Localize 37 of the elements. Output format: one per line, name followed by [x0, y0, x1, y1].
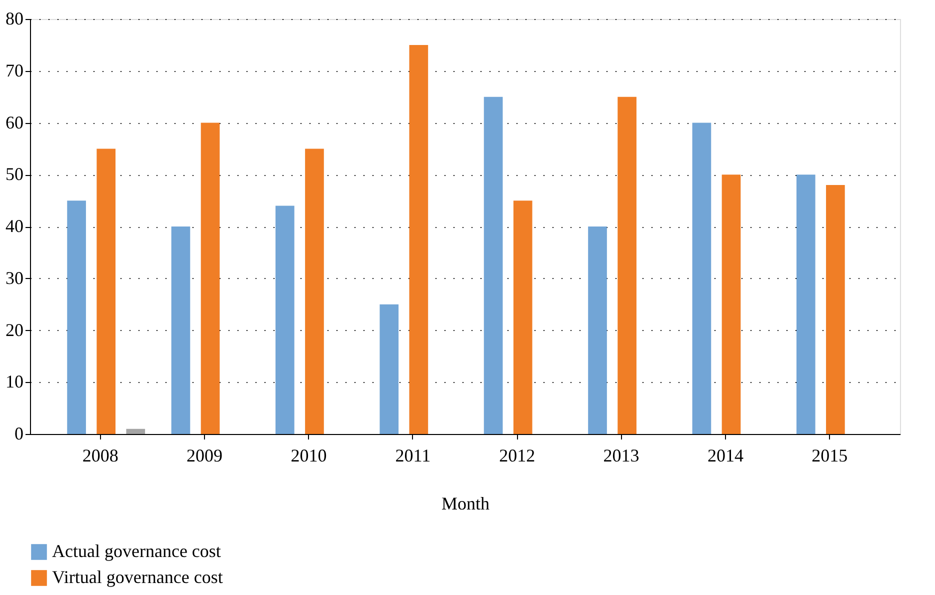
y-tick-label: 60 [6, 112, 24, 132]
bar [588, 226, 607, 434]
legend-label: Virtual governance cost [52, 567, 223, 587]
legend-label: Actual governance cost [52, 541, 221, 561]
y-tick-label: 20 [6, 320, 24, 340]
y-tick-label: 40 [6, 216, 24, 236]
bar [126, 428, 146, 434]
y-tick-label: 10 [6, 372, 24, 392]
bar [826, 185, 845, 434]
bar [692, 122, 712, 434]
y-tick-label: 50 [6, 164, 24, 184]
y-tick-label: 80 [6, 8, 24, 28]
bar [171, 226, 190, 434]
x-tick-label: 2011 [395, 446, 431, 466]
bar [276, 206, 294, 434]
y-tick-label: 0 [14, 424, 24, 444]
x-axis-title: Month [441, 494, 490, 514]
bar [513, 200, 532, 434]
x-tick-label: 2014 [707, 446, 744, 466]
bar [796, 174, 816, 434]
x-tick-label: 2010 [290, 446, 327, 466]
bar [618, 96, 636, 434]
bar [305, 148, 324, 434]
bar [96, 148, 116, 434]
bar [200, 122, 220, 434]
y-tick-label: 30 [6, 268, 24, 288]
bar [484, 96, 503, 434]
bar [409, 44, 428, 434]
x-tick-label: 2009 [186, 446, 223, 466]
y-tick-label: 70 [6, 60, 24, 80]
bar [722, 174, 741, 434]
x-tick-label: 2013 [603, 446, 640, 466]
bar [67, 200, 86, 434]
x-tick-label: 2012 [499, 446, 536, 466]
x-tick-label: 2008 [82, 446, 118, 466]
x-tick-label: 2015 [812, 446, 848, 466]
bar [380, 304, 399, 434]
